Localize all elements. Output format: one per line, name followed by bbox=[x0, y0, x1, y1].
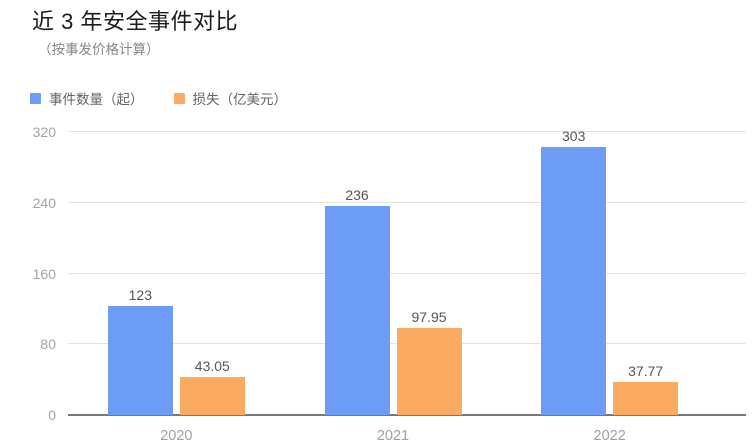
legend-swatch-icon bbox=[30, 92, 41, 104]
legend-label: 事件数量（起） bbox=[49, 92, 144, 107]
legend-label: 损失（亿美元） bbox=[192, 92, 288, 107]
x-tick-label: 2020 bbox=[160, 428, 193, 444]
bar-2022-series1[interactable]: 37.77 bbox=[613, 363, 679, 415]
bar-2022-series0[interactable]: 303 bbox=[541, 128, 607, 415]
chart-subtitle: （按事发价格计算） bbox=[38, 42, 160, 57]
y-tick-label: 320 bbox=[32, 124, 56, 140]
bar-group-2022: 303 37.77 2022 bbox=[501, 128, 718, 444]
y-axis: 0 80 160 240 320 bbox=[0, 124, 56, 423]
legend-swatch-icon bbox=[173, 92, 185, 104]
bar-2020-series0[interactable]: 123 bbox=[107, 287, 173, 415]
bar-group-2021: 236 97.95 2021 bbox=[285, 132, 502, 444]
legend-item-0[interactable]: 事件数量（起） bbox=[30, 88, 144, 108]
y-tick-label: 80 bbox=[40, 336, 56, 353]
bar-value-label: 123 bbox=[128, 287, 153, 304]
bar-value-label: 97.95 bbox=[411, 309, 447, 326]
x-tick-label: 2021 bbox=[376, 428, 410, 444]
x-axis-line bbox=[68, 414, 746, 416]
bar-value-label: 37.77 bbox=[628, 362, 664, 379]
y-tick-label: 0 bbox=[48, 407, 56, 423]
gridline bbox=[68, 272, 746, 274]
x-tick-label: 2022 bbox=[593, 428, 626, 444]
y-tick-label: 160 bbox=[32, 265, 56, 282]
chart-title: 近 3 年安全事件对比 bbox=[32, 9, 238, 34]
bar-2021-series1[interactable]: 97.95 bbox=[396, 309, 462, 415]
bar-chart: 0 80 160 240 320 123 43.05 2020 236 97.95 2021 303… bbox=[0, 112, 756, 448]
bar-groups: 123 43.05 2020 236 97.95 2021 303 37.77 2022 bbox=[68, 128, 718, 444]
gridline bbox=[68, 201, 746, 203]
bar-value-label: 236 bbox=[345, 187, 369, 204]
bar-value-label: 303 bbox=[561, 128, 586, 145]
y-tick-label: 240 bbox=[32, 194, 56, 211]
bar-2020-series1[interactable]: 43.05 bbox=[179, 358, 245, 415]
bar-2021-series0[interactable]: 236 bbox=[324, 187, 390, 415]
bar-value-label: 43.05 bbox=[194, 357, 230, 374]
gridline bbox=[68, 131, 746, 132]
legend: 事件数量（起） 损失（亿美元） bbox=[30, 88, 287, 108]
bar-group-2020: 123 43.05 2020 bbox=[68, 132, 285, 444]
plot-area: 123 43.05 2020 236 97.95 2021 303 37.77 2022 bbox=[68, 128, 746, 444]
legend-item-1[interactable]: 损失（亿美元） bbox=[173, 88, 288, 108]
